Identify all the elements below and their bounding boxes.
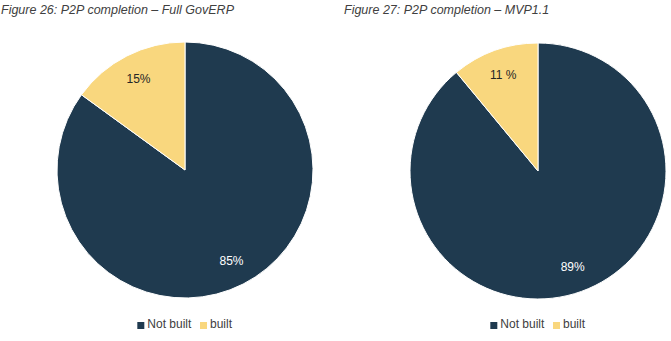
legend-swatch (553, 322, 560, 329)
legend-swatch (490, 322, 497, 329)
slices: 85% 15% (57, 42, 313, 298)
legend-label: built (563, 317, 586, 331)
pie-slice (410, 43, 666, 299)
legend-entry: built (553, 317, 586, 331)
legend-swatch (200, 322, 207, 329)
pie-chart: Figure 27: P2P completion – MVP1.1 89% 11 … (344, 3, 666, 331)
legend-label: built (210, 317, 233, 331)
pie-chart: Figure 26: P2P completion – Full GovERP 8… (1, 3, 313, 331)
legend-swatch (137, 322, 144, 329)
pie-slice (81, 42, 185, 170)
chart-canvas: Figure 26: P2P completion – Full GovERP 8… (0, 0, 671, 341)
chart-title: Figure 26: P2P completion – Full GovERP (1, 3, 235, 17)
data-label: 15% (126, 72, 150, 86)
legend-entry: Not built (490, 317, 545, 331)
legend: Not built built (490, 317, 585, 331)
pie-slice (57, 42, 313, 298)
legend-label: Not built (500, 317, 545, 331)
data-label: 11 % (490, 68, 517, 82)
legend: Not built built (137, 317, 232, 331)
data-label: 89% (561, 260, 585, 274)
chart-title: Figure 27: P2P completion – MVP1.1 (344, 3, 549, 17)
legend-entry: Not built (137, 317, 192, 331)
pie-slice (456, 43, 538, 171)
legend-label: Not built (147, 317, 192, 331)
data-label: 85% (219, 254, 243, 268)
legend-entry: built (200, 317, 233, 331)
slices: 89% 11 % (410, 43, 666, 299)
